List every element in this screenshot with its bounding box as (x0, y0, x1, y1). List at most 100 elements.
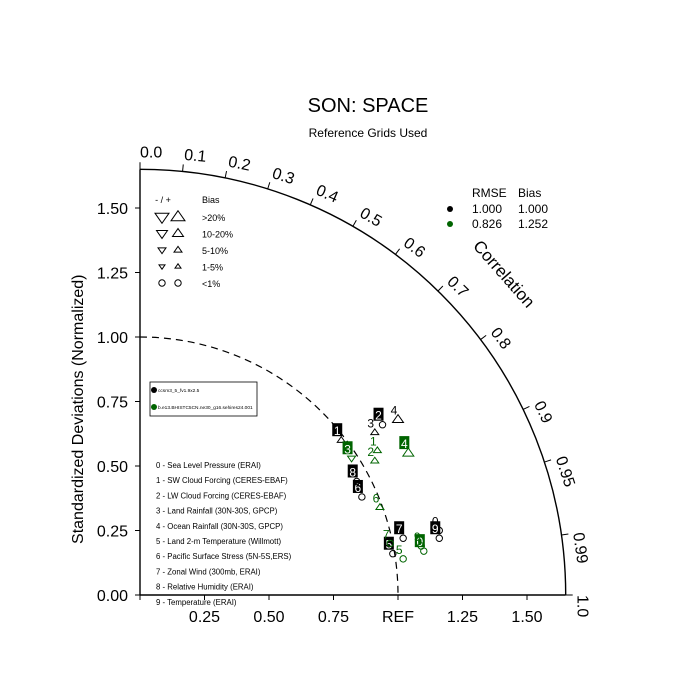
point-label: 9 (432, 522, 439, 536)
correlation-tick (182, 164, 184, 172)
bias-legend-down-marker (158, 264, 166, 271)
data-point: 1 (332, 423, 347, 443)
point-label-box (383, 536, 394, 550)
bias-legend-label: >20% (202, 213, 225, 223)
bias-legend-down-marker (155, 230, 169, 240)
point-label-box (414, 534, 425, 548)
correlation-label: Correlation (469, 237, 538, 312)
correlation-tick-label: 0.8 (487, 325, 514, 353)
marks-layer: 0123456789012345679 (332, 404, 443, 563)
point-marker (369, 456, 380, 464)
data-point: 5 (383, 536, 397, 558)
point-marker (399, 534, 407, 542)
y-tick-label: 1.50 (97, 201, 128, 218)
correlation-tick (437, 285, 444, 292)
y-tick-label: 0.00 (97, 588, 128, 605)
point-label: 4 (401, 437, 408, 451)
stats-rmse-value: 0.826 (472, 217, 502, 231)
correlation-arc (139, 168, 567, 596)
point-label-box (373, 407, 384, 421)
bias-legend-up-marker (171, 227, 185, 237)
data-point: 2 (373, 407, 387, 429)
point-label: 6 (373, 491, 380, 505)
correlation-tick-label: 0.7 (443, 273, 471, 301)
point-marker (353, 477, 361, 486)
y-tick-label: 1.25 (97, 266, 128, 283)
chart-title: SON: SPACE (308, 95, 429, 117)
y-axis-label: Standardized Deviations (Normalized) (70, 275, 87, 544)
bias-legend-circle-marker (158, 279, 166, 287)
point-label: 3 (367, 416, 374, 430)
variable-legend-item: 1 - SW Cloud Forcing (CERES-EBAF) (156, 476, 288, 485)
variable-legend-item: 5 - Land 2-m Temperature (Willmott) (156, 537, 281, 546)
correlation-tick (522, 405, 530, 410)
bias-legend-circle-marker (174, 279, 182, 287)
bias-legend-label: 5-10% (202, 246, 228, 256)
case-legend-box (149, 381, 258, 417)
correlation-tick (561, 533, 569, 536)
data-point: 4 (399, 436, 415, 457)
bias-legend-sign-header: - / + (155, 195, 171, 205)
correlation-tick-label: 0.6 (400, 235, 428, 262)
point-label: 3 (344, 442, 351, 456)
point-marker (417, 542, 425, 550)
point-marker (336, 435, 347, 443)
x-tick-label: 1.25 (447, 609, 478, 626)
point-label-box (332, 423, 343, 437)
point-marker (378, 421, 387, 429)
variable-legend-item: 7 - Zonal Wind (300mb, ERAI) (156, 567, 261, 576)
bias-legend-label: <1% (202, 279, 220, 289)
correlation-tick-label: 0.5 (357, 205, 385, 231)
correlation-tick-label: 0.99 (569, 531, 590, 564)
correlation-tick-label: 0.9 (530, 399, 555, 427)
data-point: 5 (396, 543, 407, 563)
data-point: 4 (391, 404, 405, 424)
data-point: 3 (342, 441, 357, 463)
point-label-box (352, 479, 363, 493)
correlation-tick (352, 220, 357, 227)
correlation-tick-label: 0.4 (313, 182, 340, 207)
point-label-box (347, 464, 358, 478)
point-label: 7 (396, 522, 403, 536)
correlation-tick-label: 0.1 (183, 147, 207, 166)
legend-layer: - / + Bias >20% 10-20% 5-10% 1-5% <1% RMSE Bias 1… (149, 186, 548, 607)
stats-header-rmse: RMSE (472, 186, 507, 200)
point-label: 6 (355, 481, 362, 495)
point-label-box (342, 441, 353, 455)
stats-bias-value: 1.000 (518, 202, 548, 216)
data-point: 7 (383, 527, 394, 548)
bias-legend-header: Bias (202, 195, 220, 205)
case-legend-dot (151, 404, 157, 410)
data-point: 1 (370, 435, 383, 454)
stats-header-bias: Bias (518, 186, 541, 200)
bias-legend-up-marker (170, 209, 186, 222)
variable-legend-item: 3 - Land Rainfall (30N-30S, GPCP) (156, 507, 278, 516)
point-label-box (399, 436, 410, 450)
correlation-tick (309, 198, 314, 206)
data-point: 7 (394, 521, 407, 542)
point-label: 7 (383, 527, 390, 541)
point-label: 5 (396, 543, 403, 557)
chart-subtitle: Reference Grids Used (309, 126, 428, 140)
data-point: 6 (352, 479, 366, 501)
case-legend-label: b.e13.BHISTC5CN.ne30_g16.sehires24.001 (158, 405, 253, 411)
correlation-tick-label: 0.95 (552, 454, 578, 489)
point-marker (374, 502, 385, 510)
y-tick-label: 1.00 (97, 330, 128, 347)
point-marker (391, 413, 405, 424)
variable-legend-item: 9 - Temperature (ERAI) (156, 598, 237, 607)
correlation-tick (267, 182, 271, 190)
point-marker (401, 447, 415, 457)
point-label: 2 (367, 445, 374, 459)
stats-series-dot (447, 221, 453, 227)
point-marker (358, 493, 366, 501)
point-marker (435, 534, 443, 542)
case-legend-dot (151, 387, 157, 393)
stats-rmse-value: 1.000 (472, 202, 502, 216)
y-tick-label: 0.50 (97, 459, 128, 476)
point-label: 9 (414, 530, 421, 544)
ref-label: REF (382, 609, 414, 626)
